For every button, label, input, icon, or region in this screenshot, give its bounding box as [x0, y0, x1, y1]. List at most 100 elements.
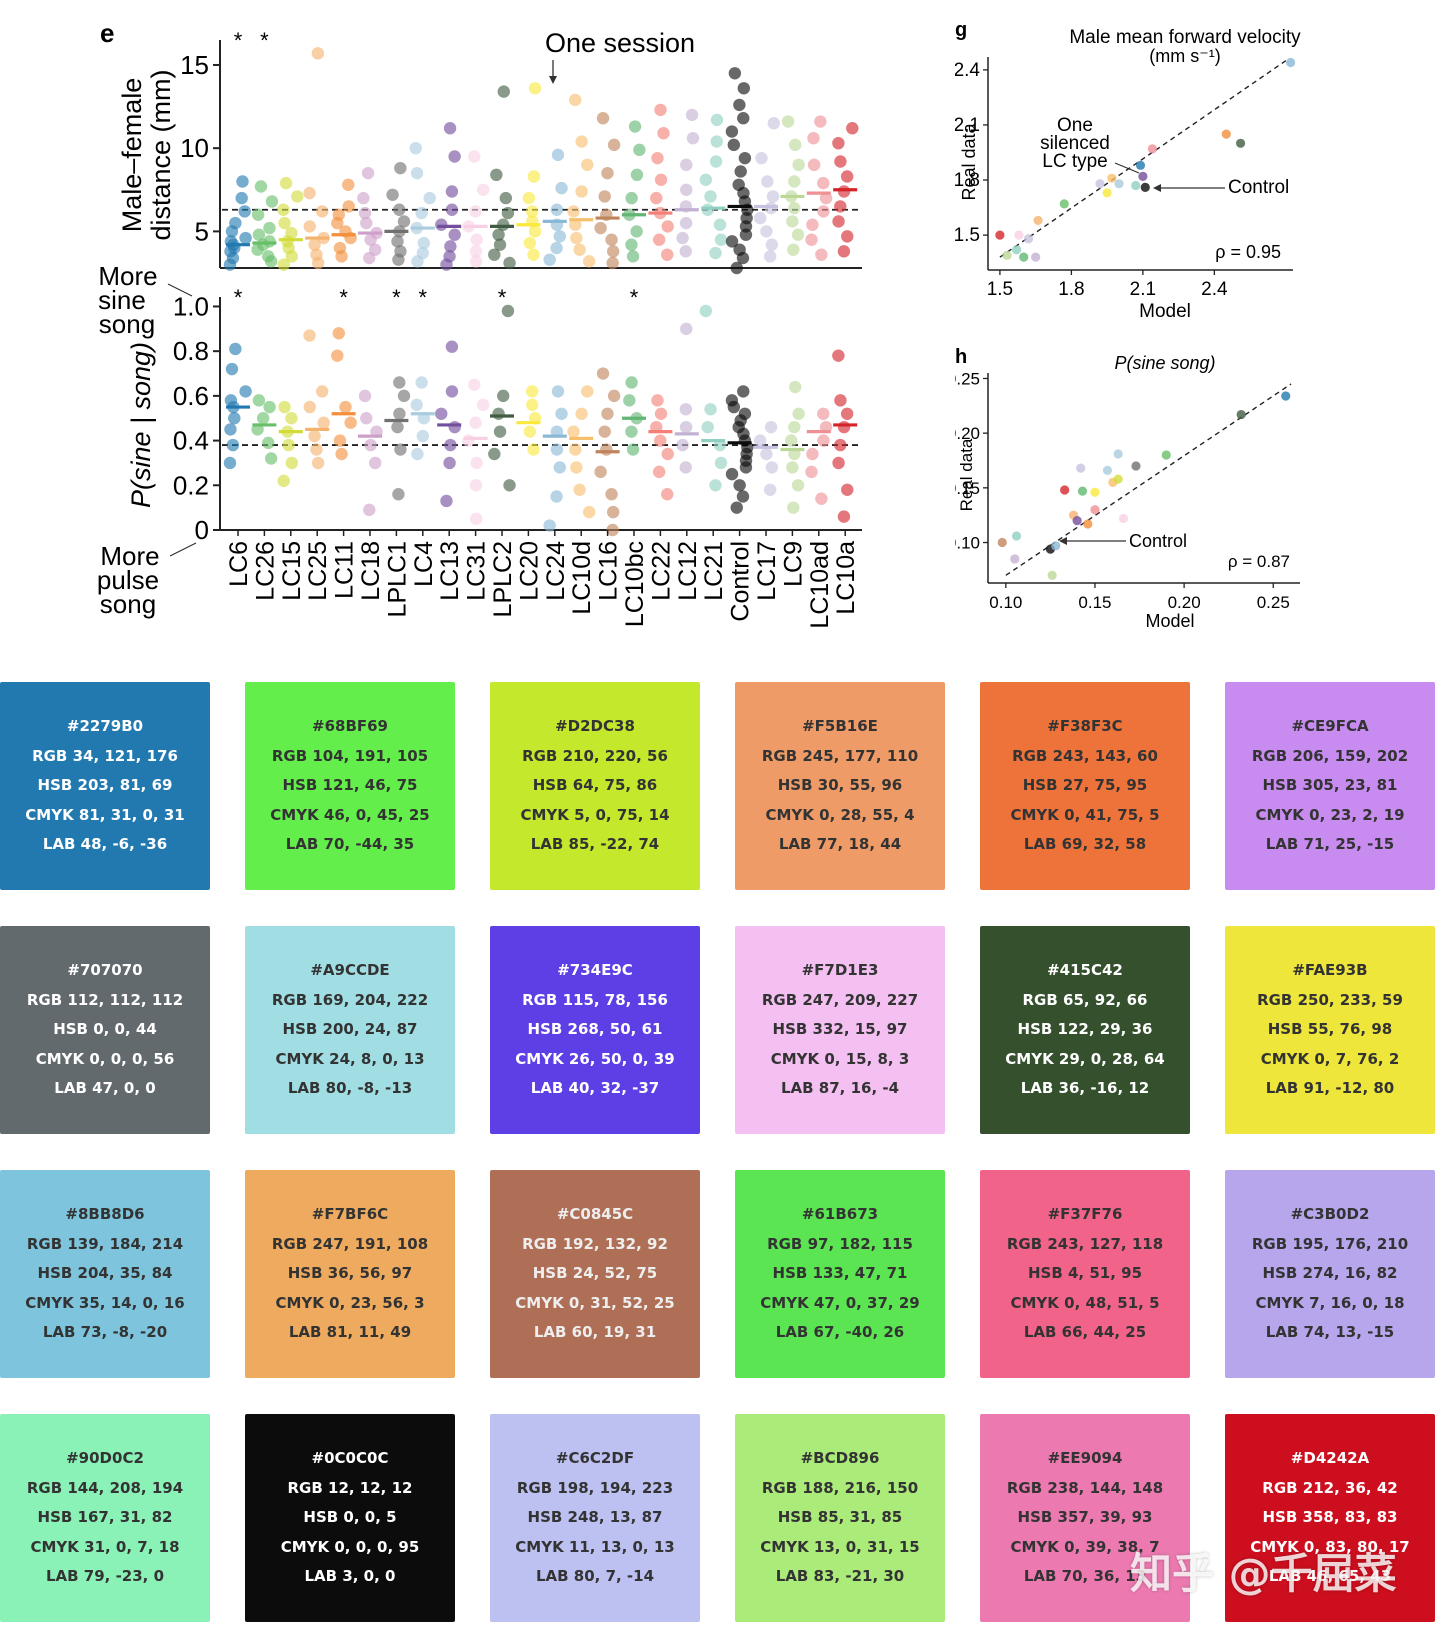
swatch-lab-value: LAB 80, -8, -13 [287, 1079, 413, 1098]
bottom-point [526, 398, 539, 412]
h-point [1083, 519, 1093, 529]
swatch-lab-value: LAB 36, -16, 12 [1020, 1079, 1150, 1098]
g-point [1135, 160, 1146, 170]
h-ytick-label: 0.10 [955, 534, 980, 553]
top-point [443, 250, 456, 263]
bottom-point [714, 456, 728, 470]
g-rho: ρ = 0.95 [1215, 242, 1281, 262]
h-point [1010, 554, 1020, 564]
h-point [1060, 485, 1070, 495]
swatch-hex-value: #CE9FCA [1291, 717, 1369, 736]
top-point [394, 161, 407, 175]
color-swatch: #61B673 RGB 97, 182, 115 HSB 133, 47, 71 CM… [735, 1170, 945, 1378]
top-significance-star: * [234, 28, 243, 53]
swatch-rgb-value: RGB 247, 191, 108 [271, 1234, 429, 1253]
top-point [728, 67, 742, 80]
top-point [633, 143, 646, 157]
top-ytick-label: 15 [180, 50, 209, 80]
color-swatch: #FAE93B RGB 250, 233, 59 HSB 55, 76, 98 CMY… [1225, 926, 1435, 1134]
bottom-point [224, 394, 238, 407]
bottom-point [738, 407, 752, 420]
swatch-rgb-value: RGB 112, 112, 112 [26, 990, 184, 1009]
top-point [606, 256, 619, 270]
swatch-rgb-value: RGB 12, 12, 12 [287, 1478, 413, 1497]
top-point [567, 205, 580, 218]
bottom-point [394, 443, 407, 456]
category-label: LC10bc [621, 541, 649, 627]
bottom-point [704, 403, 717, 416]
bottom-point [488, 447, 501, 461]
bottom-point [607, 389, 621, 403]
swatch-lab-value: LAB 79, -23, 0 [45, 1567, 165, 1586]
more-sine-arrow [167, 283, 193, 297]
bottom-point [264, 452, 278, 465]
top-point [832, 215, 845, 228]
top-point [278, 216, 291, 230]
swatch-rgb-value: RGB 212, 36, 42 [1262, 1478, 1398, 1497]
category-label: LC4 [410, 541, 438, 587]
top-point [680, 183, 693, 196]
bottom-point [788, 420, 801, 434]
bottom-point [791, 479, 805, 492]
bottom-point [462, 434, 475, 447]
swatch-cmyk-value: CMYK 0, 15, 8, 3 [770, 1049, 910, 1068]
swatch-hsb-value: HSB 268, 50, 61 [527, 1020, 663, 1039]
bottom-point [469, 416, 482, 429]
g-ytick-label: 1.5 [955, 225, 980, 246]
g-point [1031, 252, 1041, 262]
top-point [582, 255, 596, 268]
color-swatch: #F38F3C RGB 243, 143, 60 HSB 27, 75, 95 CMY… [980, 682, 1190, 890]
color-swatch: #D4242A RGB 212, 36, 42 HSB 358, 83, 83 CMY… [1225, 1414, 1435, 1622]
top-point [701, 203, 714, 216]
color-swatch: #C3B0D2 RGB 195, 176, 210 HSB 274, 16, 82 C… [1225, 1170, 1435, 1378]
g-xtick-label: 1.5 [987, 279, 1013, 300]
top-point [503, 256, 516, 270]
top-point [443, 122, 457, 135]
top-point [605, 233, 618, 246]
swatch-hex-value: #61B673 [801, 1205, 879, 1224]
g-point [1131, 180, 1141, 191]
swatch-cmyk-value: CMYK 0, 41, 75, 5 [1010, 805, 1160, 824]
bottom-point [416, 429, 430, 443]
g-fit-line [999, 60, 1287, 258]
h-xlabel: Model [1145, 611, 1194, 631]
bottom-point [445, 340, 459, 353]
top-point [569, 218, 582, 231]
g-point [1147, 144, 1158, 154]
top-point [303, 220, 316, 233]
g-point [1014, 230, 1024, 240]
bottom-point [411, 447, 424, 461]
top-point [730, 261, 743, 275]
bottom-point [278, 400, 291, 414]
color-swatch: #8BB8D6 RGB 139, 184, 214 HSB 204, 35, 84 C… [0, 1170, 210, 1378]
g-point [995, 230, 1005, 240]
top-point [753, 211, 767, 225]
bottom-point [303, 329, 316, 342]
swatch-cmyk-value: CMYK 81, 31, 0, 31 [25, 805, 185, 824]
swatch-cmyk-value: CMYK 0, 7, 76, 2 [1260, 1049, 1400, 1068]
top-point [550, 241, 563, 255]
bottom-point [570, 461, 583, 474]
top-point [358, 206, 372, 220]
color-swatch: #D2DC38 RGB 210, 220, 56 HSB 64, 75, 86 CMY… [490, 682, 700, 890]
h-point [1051, 541, 1061, 551]
category-label: LC11 [331, 541, 359, 599]
swatch-rgb-value: RGB 206, 159, 202 [1251, 746, 1409, 765]
bottom-point [252, 394, 266, 407]
g-xtick-label: 2.1 [1130, 279, 1156, 300]
bottom-point [626, 443, 640, 456]
bottom-point [443, 456, 456, 470]
swatch-rgb-value: RGB 247, 209, 227 [761, 990, 919, 1009]
swatch-cmyk-value: CMYK 29, 0, 28, 64 [1005, 1049, 1165, 1068]
top-point [817, 176, 830, 190]
swatch-hex-value: #734E9C [557, 961, 633, 980]
bottom-point [598, 425, 611, 438]
top-point [755, 151, 768, 165]
color-swatch: #2279B0 RGB 34, 121, 176 HSB 203, 81, 69 CM… [0, 682, 210, 890]
top-point [763, 250, 777, 263]
category-label: LC31 [463, 541, 491, 601]
top-point [263, 221, 276, 235]
bottom-point [789, 380, 802, 394]
top-point [488, 248, 501, 261]
chart-panel-e: e 5 10 15 * * 0 0.2 0.4 0.6 0.8 1.0 * * * * * * One ses… [97, 18, 862, 629]
